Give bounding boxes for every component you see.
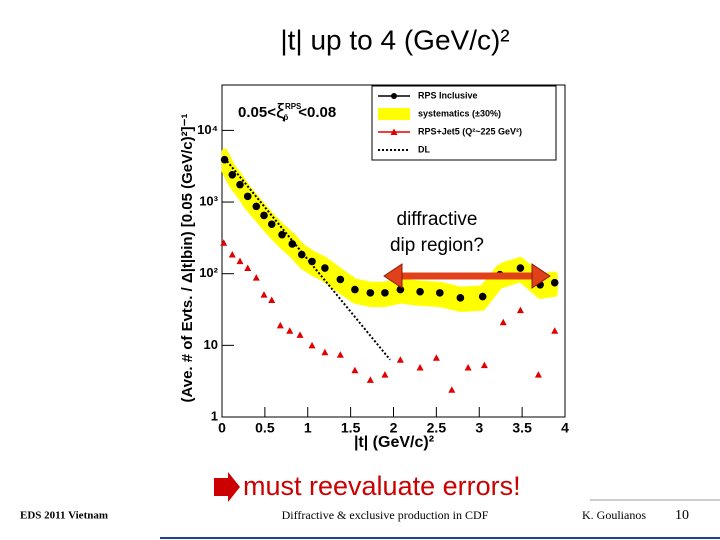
footer-left: EDS 2011 Vietnam [20,510,108,522]
legend-label: RPS Inclusive [418,90,478,100]
point [236,257,244,265]
point [432,354,440,361]
x-tick-label: 0.5 [255,420,275,436]
point [499,318,507,326]
annotation: diffractive [397,209,478,230]
sel-sup: RPS [285,102,302,111]
point [448,386,456,393]
x-tick-label: 1.5 [341,420,361,436]
point [321,264,329,272]
point [516,306,524,314]
point [551,327,559,334]
point [381,289,389,297]
dip-arrow [383,263,551,289]
point [308,257,316,266]
sel-sub: p̄ [283,113,288,122]
x-tick-label: 3.5 [512,420,532,436]
y-tick-label: 10 [204,337,218,352]
point [416,287,424,296]
note: must reevaluate errors! [243,471,521,501]
legend-swatch [391,93,397,99]
point [436,289,444,297]
point [366,289,375,297]
point [286,327,294,334]
point [260,211,268,220]
point [366,376,374,383]
sel-left: 0.05< [238,104,276,121]
legend-label: DL [418,144,430,154]
legend-swatch [378,108,410,120]
legend-swatch [390,128,398,135]
legend-label: RPS+Jet5 (Q²~225 GeV²) [418,126,522,136]
point [478,292,487,301]
sel-right: <0.08 [298,104,336,121]
point [220,239,228,246]
x-tick-label: 3 [475,420,483,436]
point [308,341,316,349]
point [351,285,359,294]
point [381,371,389,378]
footer-right: K. Goulianos [582,508,646,522]
legend-box [371,85,557,161]
x-tick-label: 2.5 [427,420,447,436]
point [244,264,252,272]
x-axis-label: |t| (GeV/c)² [354,434,434,451]
point [278,230,286,239]
point [516,264,525,272]
point [296,331,304,338]
legend: RPS Inclusive systematics (±30%) RPS+Jet5 … [378,90,522,154]
systematics-band [221,148,558,312]
x-tick-label: 4 [561,420,569,436]
legend-label: systematics (±30%) [418,108,501,118]
point [534,371,542,378]
point [297,250,306,259]
dl-line [223,157,391,361]
point [236,180,244,189]
point [396,356,404,363]
point [243,192,252,201]
point [416,364,424,371]
footer-center: Diffractive & exclusive production in CD… [282,508,489,522]
page-number: 10 [675,508,689,523]
y-tick-label: 10³ [199,193,218,208]
selection-label: 0.05<ξRPS p̄ <0.08 [238,101,336,123]
y-axis-label: (Ave. # of Evts. / Δ|t|bin) [0.05 (GeV/c… [179,113,196,402]
point [550,278,559,287]
x-tick-label: 1 [304,420,312,436]
slide-title: |t| up to 4 (GeV/c)² [280,24,509,55]
point [288,240,297,248]
point [276,321,284,329]
point [267,220,276,229]
note-arrow [214,472,240,502]
point [260,291,268,298]
x-tick-label: 2 [390,420,398,436]
y-tick-label: 10² [199,265,218,280]
point [321,348,329,356]
x-tick-label: 0 [218,420,226,436]
point [336,275,345,284]
annotation: dip region? [390,235,484,256]
point [228,251,236,258]
point [252,274,260,281]
plot: 0 0.5 1 1.5 2 2.5 3 3.5 4 1 10 10² 10³ 10⁴ [197,122,569,436]
y-tick-label: 1 [211,408,218,423]
point [228,170,237,179]
sel-symbol: ξ [276,101,285,123]
y-tick-label: 10⁴ [197,122,218,137]
point [464,364,472,371]
point [480,361,488,369]
point [252,202,261,211]
point [268,296,276,303]
point [351,366,359,374]
point [336,351,344,358]
point [456,294,465,302]
annotation-bg [378,205,500,265]
